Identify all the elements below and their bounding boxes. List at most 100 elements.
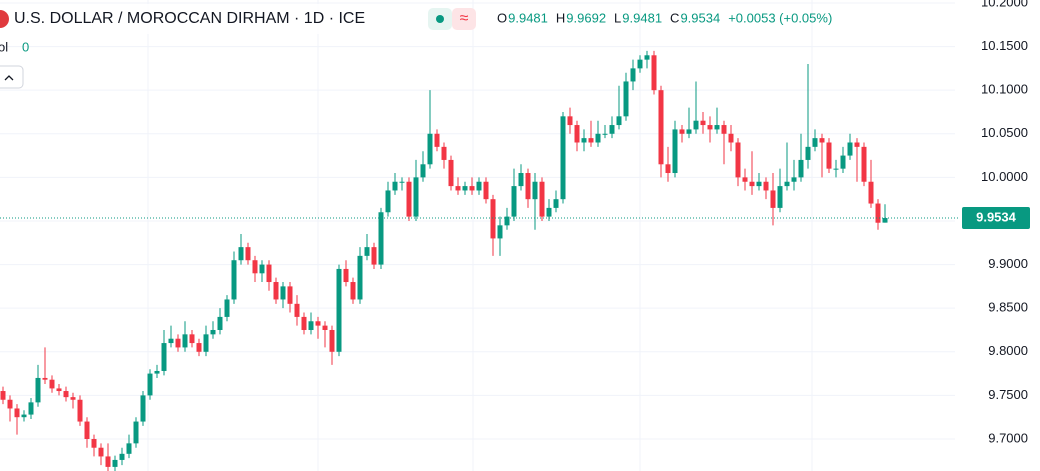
candle-body — [217, 316, 223, 330]
candle-body — [651, 55, 657, 91]
candle-body — [511, 186, 517, 217]
candle-body — [861, 146, 867, 182]
candle-body — [714, 125, 720, 130]
candle-body — [133, 421, 139, 444]
candle-body — [777, 186, 783, 208]
candle-body — [490, 199, 496, 239]
candle-body — [609, 125, 615, 134]
candle-body — [504, 216, 510, 226]
candle-body — [112, 459, 118, 467]
candle-body — [637, 59, 643, 69]
ohlc-value: 9.9481 — [622, 10, 662, 25]
candle-body — [868, 181, 874, 204]
candle-body — [784, 181, 790, 187]
y-tick-label: 9.8500 — [988, 300, 1028, 315]
candle-body — [364, 247, 370, 256]
candle-body — [301, 316, 307, 330]
symbol-logo — [0, 10, 9, 28]
candle-body — [630, 68, 636, 82]
candle-body — [77, 399, 83, 422]
candle-body — [196, 343, 202, 352]
candle-body — [392, 181, 398, 191]
candle-body — [7, 399, 13, 409]
candle-body — [231, 260, 237, 300]
candle-body — [497, 225, 503, 239]
ohlc-label: C — [670, 10, 679, 25]
last-price-box — [962, 207, 1030, 230]
y-tick-label: 10.0500 — [981, 125, 1028, 140]
y-tick-label: 10.2000 — [981, 0, 1028, 9]
candle-body — [581, 138, 587, 143]
candle-body — [315, 321, 321, 326]
candle-body — [266, 264, 272, 283]
ohlc-label: L — [614, 10, 621, 25]
candles — [0, 50, 888, 471]
vertical-grid — [147, 0, 813, 471]
candle-body — [357, 255, 363, 300]
ohlc-label: H — [556, 10, 565, 25]
candle-body — [441, 146, 447, 160]
ohlc-label: O — [497, 10, 507, 25]
candle-body — [91, 438, 97, 448]
candle-body — [602, 133, 608, 135]
candle-body — [406, 181, 412, 217]
candle-body — [826, 142, 832, 169]
candle-body — [448, 159, 454, 187]
candle-body — [455, 186, 461, 191]
candle-body — [168, 338, 174, 344]
price-axis: 10.200010.150010.100010.050010.00009.950… — [962, 0, 1030, 445]
candle-body — [560, 116, 566, 200]
candle-body — [175, 338, 181, 348]
candle-body — [819, 138, 825, 143]
candle-body — [833, 168, 839, 170]
candle-body — [399, 181, 405, 183]
candle-body — [434, 133, 440, 147]
candle-body — [28, 402, 34, 415]
candle-body — [476, 181, 482, 191]
delay-status[interactable] — [452, 8, 476, 30]
status-dot — [436, 15, 444, 23]
candle-body — [147, 373, 153, 396]
candle-body — [686, 129, 692, 134]
candle-body — [798, 159, 804, 178]
legend: U.S. DOLLAR / MOROCCAN DIRHAM · 1D · ICE… — [0, 4, 832, 89]
candle-body — [588, 138, 594, 143]
candle-body — [70, 397, 76, 400]
candle-body — [735, 142, 741, 178]
candle-body — [161, 343, 167, 371]
ohlc-value: 9.9481 — [508, 10, 548, 25]
candle-body — [462, 186, 468, 191]
candle-body — [644, 55, 650, 60]
candle-body — [812, 138, 818, 147]
collapse-button[interactable] — [0, 65, 24, 89]
candle-body — [378, 212, 384, 265]
candle-body — [371, 247, 377, 265]
candle-body — [329, 329, 335, 352]
candle-body — [483, 181, 489, 200]
candle-body — [693, 120, 699, 130]
candle-body — [756, 181, 762, 187]
symbol-title: U.S. DOLLAR / MOROCCAN DIRHAM · 1D · ICE — [14, 10, 365, 27]
candle-body — [203, 334, 209, 352]
candle-body — [238, 247, 244, 261]
candle-body — [385, 190, 391, 213]
volume-label: ol — [0, 39, 8, 54]
candle-body — [21, 414, 27, 418]
y-tick-label: 9.7000 — [988, 430, 1028, 445]
candle-body — [294, 303, 300, 317]
candle-body — [280, 286, 286, 300]
candle-body — [350, 282, 356, 300]
candle-body — [224, 299, 230, 317]
candle-body — [546, 207, 552, 217]
candle-body — [763, 181, 769, 191]
candle-body — [574, 125, 580, 143]
candle-body — [336, 268, 342, 352]
candle-body — [98, 447, 104, 457]
candle-body — [420, 164, 426, 178]
candle-body — [252, 260, 258, 274]
candle-body — [595, 133, 601, 143]
y-tick-label: 10.1500 — [981, 38, 1028, 53]
candle-body — [721, 125, 727, 134]
ohlc-value: 9.9692 — [566, 10, 606, 25]
